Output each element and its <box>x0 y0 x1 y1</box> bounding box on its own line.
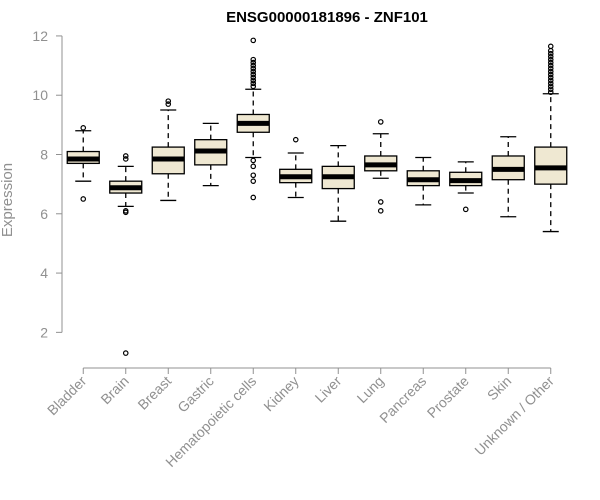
outlier-point <box>250 56 257 63</box>
y-tick-label: 12 <box>32 28 48 44</box>
outlier-point <box>250 74 257 81</box>
outlier-point <box>547 74 554 81</box>
y-tick-label: 8 <box>40 147 48 163</box>
outlier-point <box>165 101 172 107</box>
box-group <box>151 98 185 202</box>
outlier-point <box>250 68 257 75</box>
x-tick-label: Brain <box>97 373 131 407</box>
outlier-point <box>80 125 87 131</box>
box-group <box>194 122 228 187</box>
x-tick-label: Bladder <box>44 373 90 419</box>
box-group <box>321 144 355 222</box>
x-tick-label: Skin <box>484 373 515 404</box>
y-tick-label: 10 <box>32 87 48 103</box>
outlier-point <box>250 65 257 72</box>
outlier-point <box>547 86 554 93</box>
y-tick-label: 4 <box>40 265 48 281</box>
outlier-point <box>377 199 384 205</box>
outlier-point <box>377 119 384 125</box>
box-group <box>406 156 440 206</box>
outlier-point <box>250 194 257 201</box>
x-tick-label: Breast <box>134 373 174 413</box>
outlier-point <box>250 71 257 78</box>
outlier-point <box>547 62 554 69</box>
outlier-point <box>122 350 129 356</box>
outlier-point <box>547 71 554 78</box>
box-group <box>279 136 313 199</box>
outlier-point <box>122 208 129 214</box>
x-tick-label: Kidney <box>260 373 302 415</box>
outlier-point <box>250 77 257 84</box>
outlier-point <box>547 43 554 50</box>
box-group <box>449 161 483 213</box>
box-group <box>236 37 270 201</box>
box-group <box>109 153 143 356</box>
outlier-point <box>547 56 554 63</box>
y-axis-label: Expression <box>0 163 16 237</box>
y-tick-label: 6 <box>40 206 48 222</box>
outlier-point <box>547 80 554 87</box>
x-tick-label: Prostate <box>424 373 472 421</box>
outlier-point <box>80 196 87 202</box>
outlier-point <box>547 59 554 66</box>
outlier-point <box>547 89 554 96</box>
chart-title: ENSG00000181896 - ZNF101 <box>226 9 428 26</box>
outlier-point <box>250 163 257 170</box>
outlier-point <box>250 59 257 66</box>
boxes-layer <box>66 37 568 356</box>
outlier-point <box>377 208 384 214</box>
outlier-point <box>250 178 257 184</box>
x-tick-label: Pancreas <box>376 373 429 426</box>
outlier-point <box>547 65 554 72</box>
outlier-point <box>462 206 469 213</box>
outlier-point <box>547 50 554 57</box>
box-group <box>364 119 398 214</box>
box-group <box>534 43 568 233</box>
outlier-point <box>250 80 257 87</box>
outlier-point <box>122 153 129 159</box>
outlier-point <box>250 172 257 179</box>
outlier-point <box>122 156 129 162</box>
outlier-point <box>547 53 554 60</box>
y-axis: 2 4 6 8 10 12 <box>32 28 63 340</box>
x-tick-label: Lung <box>354 373 387 406</box>
outlier-point <box>292 136 299 143</box>
outlier-point <box>250 62 257 69</box>
x-tick-label: Liver <box>312 373 345 406</box>
outlier-point <box>547 77 554 84</box>
box-group <box>491 136 525 218</box>
box-group <box>66 125 100 202</box>
outlier-point <box>250 37 257 44</box>
outlier-point <box>547 83 554 90</box>
outlier-point <box>547 68 554 75</box>
outlier-point <box>165 98 172 104</box>
outlier-point <box>547 47 554 54</box>
y-tick-label: 2 <box>40 324 48 340</box>
outlier-point <box>250 157 257 164</box>
x-tick-label: Unknown / Other <box>471 373 557 459</box>
outlier-point <box>250 83 257 90</box>
